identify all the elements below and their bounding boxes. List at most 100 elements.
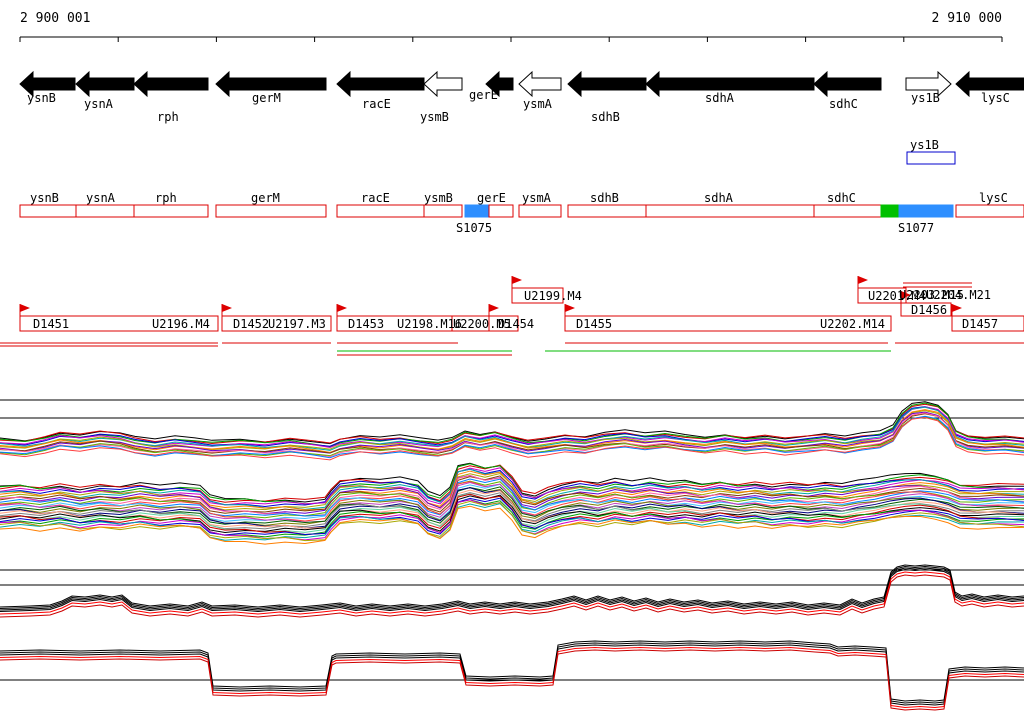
feature-label-U2199.M4: U2199.M4 <box>524 289 582 303</box>
feature-flag[interactable] <box>858 276 868 284</box>
expression-profile-line <box>0 470 1024 511</box>
signal-profile-line <box>0 644 1024 706</box>
expression-profile-line <box>0 505 1024 545</box>
gene-arrow-sdhC[interactable] <box>813 70 882 98</box>
feature-box[interactable] <box>488 315 519 332</box>
signal-profile-line <box>0 565 1024 610</box>
expression-profile-line <box>0 500 1024 542</box>
gene-box-ysnA[interactable] <box>75 204 135 218</box>
feature-label-D1453: D1453 <box>348 317 384 331</box>
feature-box[interactable] <box>951 315 1024 332</box>
gene-box-S1075[interactable] <box>464 204 490 218</box>
gene-box-segment[interactable] <box>880 204 900 218</box>
segment-label-S1077: S1077 <box>898 221 934 235</box>
feature-label-D1456: D1456 <box>911 303 947 317</box>
feature-label-U2201.M4: U2201.M4 <box>868 289 926 303</box>
feature-flag[interactable] <box>512 276 522 284</box>
expression-profile-line <box>0 487 1024 526</box>
gene-box-S1077[interactable] <box>898 204 954 218</box>
feature-label-U2200.M5: U2200.M5 <box>453 317 511 331</box>
ruler-end-label: 2 910 000 <box>931 11 1002 26</box>
gene-box-ysmB[interactable] <box>423 204 463 218</box>
expression-profile-line <box>0 482 1024 523</box>
gene-box-label-racE: racE <box>361 191 390 205</box>
signal-profile-line <box>0 571 1024 615</box>
gene-arrow-gerE[interactable] <box>485 70 514 98</box>
gene-arrow-gerM[interactable] <box>215 70 327 98</box>
gene-box-label-ysnB: ysnB <box>30 191 59 205</box>
gene-box-ysmA[interactable] <box>518 204 562 218</box>
signal-profile-line <box>0 568 1024 613</box>
gene-arrow-ysmA[interactable] <box>518 70 562 98</box>
gene-box-label-gerM: gerM <box>251 191 280 205</box>
feature-flag[interactable] <box>222 304 232 312</box>
gene-box-gerE[interactable] <box>488 204 514 218</box>
gene-label-racE: racE <box>362 97 391 111</box>
gene-arrow-racE[interactable] <box>336 70 425 98</box>
feature-box[interactable] <box>511 287 564 304</box>
signal-profile-line <box>0 564 1024 608</box>
gene-label-ysnB: ysnB <box>27 91 56 105</box>
gene-label-sdhB: sdhB <box>591 110 620 124</box>
feature-label-U2202.M14: U2202.M14 <box>820 317 885 331</box>
expression-profile-line <box>0 475 1024 515</box>
gene-arrow-lysC[interactable] <box>955 70 1024 98</box>
feature-box[interactable] <box>221 315 332 332</box>
gene-box-rph[interactable] <box>133 204 209 218</box>
gene-box-sdhC[interactable] <box>813 204 882 218</box>
signal-profile-line <box>0 640 1024 702</box>
gene-arrow-ys1B[interactable] <box>905 70 952 98</box>
gene-label-ysnA: ysnA <box>84 97 114 111</box>
gene-label-lysC: lysC <box>981 91 1010 105</box>
gene-box-sdhB[interactable] <box>567 204 647 218</box>
gene-label-sdhC: sdhC <box>829 97 858 111</box>
expression-profile-line <box>0 411 1024 454</box>
feature-box[interactable] <box>19 315 219 332</box>
feature-box[interactable] <box>900 302 952 317</box>
signal-profile-line <box>0 642 1024 704</box>
signal-profile-line <box>0 646 1024 709</box>
gene-box-label-ysnA: ysnA <box>86 191 116 205</box>
highlight-label-ys1B: ys1B <box>910 138 939 152</box>
gene-label-rph: rph <box>157 110 179 124</box>
gene-arrow-ysnB[interactable] <box>19 70 76 98</box>
feature-label-U2198.M16: U2198.M16 <box>397 317 462 331</box>
gene-arrow-sdhB[interactable] <box>567 70 647 98</box>
ruler-start-label: 2 900 001 <box>20 11 91 26</box>
gene-box-label-ysmB: ysmB <box>424 191 453 205</box>
feature-flag[interactable] <box>20 304 30 312</box>
gene-arrow-sdhA[interactable] <box>645 70 815 98</box>
gene-arrow-ysmB[interactable] <box>423 70 463 98</box>
gene-box-label-ysmA: ysmA <box>522 191 552 205</box>
feature-label-U2196.M4: U2196.M4 <box>152 317 210 331</box>
feature-flag[interactable] <box>337 304 347 312</box>
feature-label-D1455: D1455 <box>576 317 612 331</box>
feature-label-U2203.M15: U2203.M15 <box>899 288 964 302</box>
gene-box-gerM[interactable] <box>215 204 327 218</box>
feature-label-D1457: D1457 <box>962 317 998 331</box>
gene-label-ysmA: ysmA <box>523 97 553 111</box>
highlight-box-ys1B[interactable] <box>906 151 956 165</box>
signal-profile-line <box>0 649 1024 711</box>
feature-flag[interactable] <box>565 304 575 312</box>
feature-flag[interactable] <box>952 304 962 312</box>
gene-label-gerM: gerM <box>252 91 281 105</box>
feature-flag[interactable] <box>901 291 911 299</box>
gene-label-sdhA: sdhA <box>705 91 735 105</box>
feature-label-D1452: D1452 <box>233 317 269 331</box>
expression-profile-line <box>0 406 1024 451</box>
gene-box-label-rph: rph <box>155 191 177 205</box>
gene-box-lysC[interactable] <box>955 204 1024 218</box>
gene-box-ysnB[interactable] <box>19 204 77 218</box>
feature-box[interactable] <box>564 315 892 332</box>
gene-box-racE[interactable] <box>336 204 425 218</box>
segment-label-S1075: S1075 <box>456 221 492 235</box>
expression-profile-line <box>0 417 1024 461</box>
gene-arrow-ysnA[interactable] <box>75 70 135 98</box>
gene-arrow-rph[interactable] <box>133 70 209 98</box>
expression-profile-line <box>0 493 1024 536</box>
feature-flag[interactable] <box>489 304 499 312</box>
gene-box-sdhA[interactable] <box>645 204 815 218</box>
gene-box-label-sdhC: sdhC <box>827 191 856 205</box>
